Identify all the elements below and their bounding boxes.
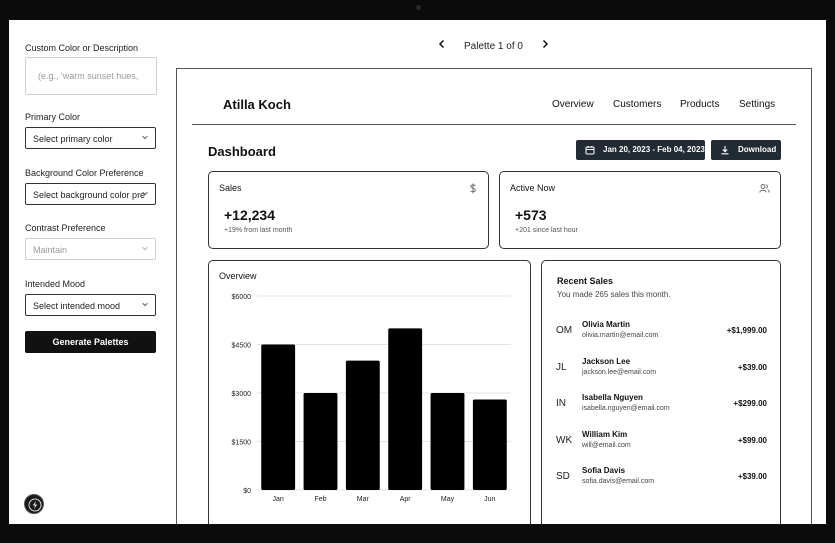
brand-name: Atilla Koch [223, 97, 291, 112]
mood-select[interactable]: Select intended mood [25, 294, 156, 316]
generate-palettes-button[interactable]: Generate Palettes [25, 331, 156, 353]
custom-color-input[interactable]: (e.g., 'warm sunset hues, [25, 57, 157, 95]
sale-amount: +$39.00 [737, 472, 767, 481]
bar-jan [261, 344, 296, 490]
download-label: Download [738, 145, 777, 154]
app-launcher-button[interactable] [24, 494, 44, 514]
active-card-sub: +201 since last hour [515, 227, 578, 234]
primary-color-label: Primary Color [25, 112, 81, 122]
sales-card-title: Sales [219, 183, 242, 193]
list-item: SD Sofia Davis sofia.davis@email.com +$39.0… [542, 464, 782, 494]
recent-sales-subtitle: You made 265 sales this month. [557, 290, 671, 299]
sale-amount: +$1,999.00 [726, 326, 767, 335]
download-icon [721, 146, 729, 155]
y-tick-label: $4500 [232, 343, 252, 350]
recent-sales-title: Recent Sales [557, 276, 614, 286]
list-item: WK William Kim will@email.com +$99.00 [542, 428, 782, 458]
sales-card-sub: +19% from last month [224, 227, 293, 234]
download-button[interactable]: Download [711, 140, 781, 160]
prev-palette-icon[interactable] [437, 39, 447, 49]
active-card-value: +573 [515, 207, 547, 223]
contrast-pref-label: Contrast Preference [25, 223, 106, 233]
list-item: IN Isabella Nguyen isabella.nguyen@email.c… [542, 391, 782, 421]
customer-name: William Kim [582, 429, 628, 439]
date-range-button[interactable]: Jan 20, 2023 - Feb 04, 2023 [576, 140, 705, 160]
overview-card: Overview $6000 $4500 $3000 $1500 $0 Jan Feb Mar… [208, 260, 531, 524]
background-pref-value: Select background color pre [33, 190, 146, 200]
sale-amount: +$299.00 [733, 399, 767, 408]
dashboard-title: Dashboard [208, 144, 276, 159]
recent-sales-card: Recent Sales You made 265 sales this mon… [541, 260, 781, 524]
sale-amount: +$99.00 [737, 435, 767, 445]
nav-overview[interactable]: Overview [552, 99, 594, 110]
contrast-pref-select[interactable]: Maintain [25, 238, 156, 260]
sale-amount: +$39.00 [737, 362, 767, 372]
next-palette-icon[interactable] [540, 39, 550, 49]
x-tick-label: Mar [357, 496, 370, 503]
y-tick-label: $6000 [232, 294, 252, 301]
primary-color-value: Select primary color [33, 134, 113, 144]
y-tick-label: $3000 [232, 391, 252, 398]
customer-email: isabella.nguyen@email.com [582, 405, 670, 412]
calendar-icon [585, 146, 595, 155]
header-divider [192, 124, 796, 125]
camera-dot [416, 5, 421, 10]
users-icon [759, 184, 770, 193]
nav-settings[interactable]: Settings [739, 99, 776, 110]
sales-card: Sales +12,234 +19% from last month [208, 171, 489, 249]
app-screen: Custom Color or Description (e.g., 'warm… [9, 20, 826, 524]
overview-bar-chart: $6000 $4500 $3000 $1500 $0 Jan Feb Mar Apr May Jun [232, 294, 511, 503]
bar-mar [345, 360, 380, 490]
avatar: OM [556, 325, 573, 336]
avatar: JL [556, 361, 567, 373]
dollar-icon [470, 183, 476, 194]
chevron-down-icon [142, 246, 148, 251]
customer-email: jackson.lee@email.com [582, 368, 657, 376]
sales-card-value: +12,234 [224, 207, 275, 223]
customer-email: will@email.com [582, 441, 631, 449]
bolt-icon [28, 498, 42, 512]
x-tick-label: Apr [400, 496, 412, 503]
list-item: OM Olivia Martin olivia.martin@email.com +$… [542, 318, 782, 348]
x-tick-label: Jan [273, 496, 284, 503]
palette-counter: Palette 1 of 0 [464, 41, 523, 52]
contrast-pref-value: Maintain [33, 245, 68, 255]
palette-preview-frame: Atilla Koch Overview Customers Products … [176, 68, 812, 524]
bar-jun [472, 399, 507, 490]
customer-name: Isabella Nguyen [582, 393, 643, 402]
nav-customers[interactable]: Customers [613, 99, 662, 110]
active-now-card: Active Now +573 +201 since last hour [499, 171, 781, 249]
overview-title: Overview [219, 271, 257, 281]
bar-feb [303, 393, 338, 490]
date-range-label: Jan 20, 2023 - Feb 04, 2023 [603, 145, 705, 154]
customer-name: Jackson Lee [582, 356, 631, 366]
custom-color-label: Custom Color or Description [25, 43, 139, 53]
avatar: IN [556, 398, 566, 409]
customer-name: Sofia Davis [582, 466, 626, 475]
primary-color-select[interactable]: Select primary color [25, 127, 156, 149]
customer-name: Olivia Martin [582, 320, 631, 329]
chevron-down-icon [142, 191, 148, 196]
background-pref-label: Background Color Preference [25, 168, 144, 178]
x-tick-label: Jun [484, 496, 495, 503]
background-pref-select[interactable]: Select background color pre [25, 183, 156, 205]
avatar: SD [556, 471, 570, 482]
avatar: WK [556, 434, 573, 446]
nav-products[interactable]: Products [680, 99, 720, 110]
list-item: JL Jackson Lee jackson.lee@email.com +$39.0… [542, 355, 782, 385]
customer-email: sofia.davis@email.com [582, 478, 655, 485]
bar-apr [388, 328, 423, 490]
active-card-title: Active Now [510, 183, 556, 193]
x-tick-label: Feb [314, 496, 326, 503]
chevron-down-icon [142, 135, 148, 140]
customer-email: olivia.martin@email.com [582, 332, 659, 339]
mood-value: Select intended mood [33, 301, 121, 311]
bar-may [430, 393, 465, 490]
chevron-down-icon [142, 302, 148, 307]
y-tick-label: $1500 [232, 440, 252, 447]
x-tick-label: May [441, 496, 455, 503]
mood-label: Intended Mood [25, 279, 86, 289]
y-tick-label: $0 [243, 488, 251, 495]
